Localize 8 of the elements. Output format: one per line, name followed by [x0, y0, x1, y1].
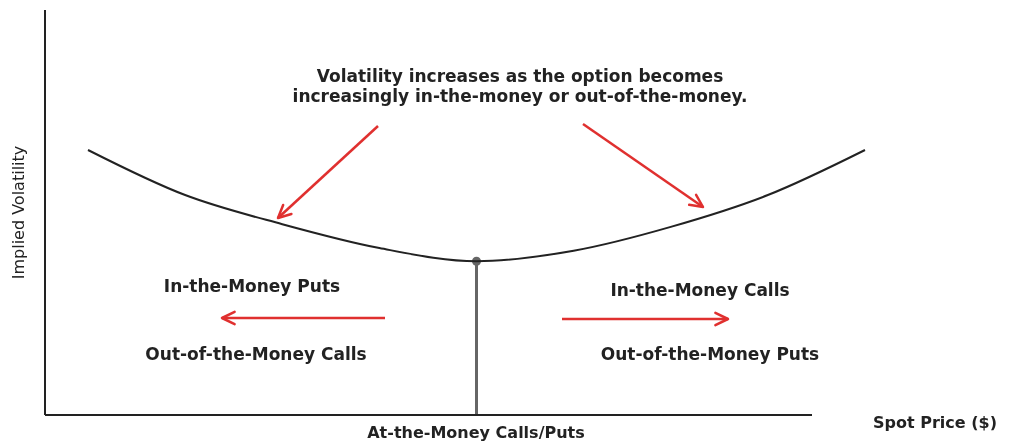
x-axis-title: Spot Price ($): [873, 413, 997, 432]
y-axis-title: Implied Volatility: [9, 145, 28, 280]
annotation: In-the-Money Calls: [610, 280, 790, 300]
annotation: Out-of-the-Money Calls: [145, 344, 367, 364]
text: At-the-Money Calls/Puts: [367, 423, 585, 442]
text: Volatility increases as the option becomes increasingly in-the-money or out-of-the-money.: [292, 66, 748, 106]
annotation: In-the-Money Puts: [163, 276, 341, 296]
annotation: Out-of-the-Money Puts: [600, 344, 820, 364]
